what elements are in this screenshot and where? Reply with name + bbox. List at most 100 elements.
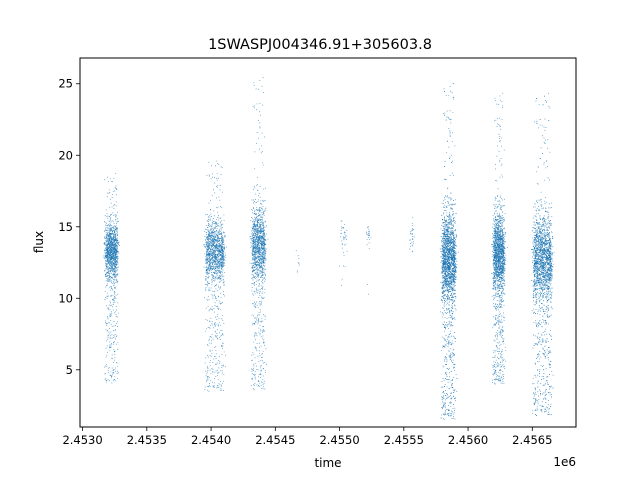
data-point bbox=[107, 280, 109, 282]
data-point bbox=[207, 239, 209, 241]
data-point bbox=[108, 242, 110, 244]
data-point bbox=[265, 251, 267, 253]
data-point bbox=[216, 236, 218, 238]
data-point bbox=[206, 256, 208, 258]
data-point bbox=[255, 264, 257, 266]
data-point bbox=[257, 250, 259, 252]
data-point bbox=[264, 261, 266, 263]
data-point bbox=[208, 270, 210, 272]
data-point bbox=[114, 259, 116, 261]
data-point bbox=[410, 233, 412, 235]
data-point bbox=[254, 242, 256, 243]
data-point bbox=[255, 322, 257, 323]
data-point bbox=[208, 390, 210, 392]
data-point bbox=[255, 238, 257, 240]
data-point bbox=[252, 254, 254, 256]
data-point bbox=[210, 242, 212, 244]
data-point bbox=[259, 215, 261, 217]
data-point bbox=[113, 335, 115, 337]
data-point bbox=[259, 263, 261, 265]
data-point bbox=[114, 350, 116, 352]
data-point bbox=[257, 270, 258, 271]
data-point bbox=[261, 229, 263, 231]
data-point bbox=[209, 225, 210, 227]
data-point bbox=[219, 251, 221, 253]
data-point bbox=[214, 296, 216, 298]
data-point bbox=[107, 192, 109, 194]
data-point bbox=[221, 265, 223, 267]
data-point bbox=[211, 290, 213, 292]
data-point bbox=[208, 245, 210, 247]
data-point bbox=[104, 378, 106, 380]
data-point bbox=[206, 237, 207, 239]
data-point bbox=[218, 318, 220, 320]
data-point bbox=[212, 236, 214, 237]
data-point bbox=[211, 322, 213, 324]
data-point bbox=[255, 224, 256, 226]
data-point bbox=[215, 259, 217, 261]
data-point bbox=[263, 266, 265, 268]
data-point bbox=[218, 281, 220, 283]
data-point bbox=[254, 213, 256, 215]
data-point bbox=[262, 362, 264, 364]
data-point bbox=[105, 239, 107, 241]
data-point bbox=[207, 378, 209, 380]
data-point bbox=[265, 258, 267, 260]
data-point bbox=[210, 238, 212, 240]
data-point bbox=[111, 304, 113, 306]
data-point bbox=[256, 316, 258, 318]
data-point bbox=[112, 282, 114, 284]
data-point bbox=[255, 283, 257, 285]
data-point bbox=[114, 274, 116, 276]
data-point bbox=[104, 258, 106, 260]
data-point bbox=[259, 185, 261, 187]
data-point bbox=[258, 247, 260, 249]
data-point bbox=[260, 145, 262, 147]
data-point bbox=[205, 258, 207, 260]
data-point bbox=[251, 212, 253, 214]
data-point bbox=[105, 224, 107, 226]
data-point bbox=[252, 247, 254, 249]
data-point bbox=[104, 250, 106, 252]
data-point bbox=[110, 225, 111, 227]
data-point bbox=[213, 235, 215, 237]
data-point bbox=[208, 240, 210, 242]
data-point bbox=[218, 286, 220, 288]
data-point bbox=[108, 280, 110, 282]
data-point bbox=[412, 250, 414, 252]
data-point bbox=[222, 254, 224, 256]
data-point bbox=[341, 284, 343, 286]
data-point bbox=[211, 336, 212, 338]
data-point bbox=[117, 241, 119, 243]
data-point bbox=[205, 244, 207, 246]
data-point bbox=[109, 259, 111, 261]
data-point bbox=[342, 251, 344, 253]
data-point bbox=[260, 329, 262, 331]
data-point bbox=[108, 276, 110, 277]
data-point bbox=[112, 258, 114, 260]
data-point bbox=[258, 228, 260, 230]
data-point bbox=[218, 262, 220, 264]
data-point bbox=[115, 255, 117, 257]
data-point bbox=[213, 215, 215, 217]
data-point bbox=[219, 300, 221, 302]
data-point bbox=[115, 201, 117, 203]
data-point bbox=[214, 245, 216, 247]
data-point bbox=[217, 385, 219, 387]
data-point bbox=[221, 241, 223, 242]
data-point bbox=[112, 372, 114, 373]
data-point bbox=[261, 356, 263, 358]
data-point bbox=[213, 247, 215, 248]
data-point bbox=[258, 261, 260, 263]
data-point bbox=[345, 243, 347, 245]
data-point bbox=[213, 239, 215, 241]
data-point bbox=[263, 380, 265, 382]
data-point bbox=[108, 189, 110, 191]
data-point bbox=[106, 236, 108, 238]
data-point bbox=[115, 362, 117, 363]
data-point bbox=[258, 212, 259, 214]
data-point bbox=[259, 211, 261, 213]
data-point bbox=[115, 215, 117, 217]
data-point bbox=[205, 267, 207, 268]
data-point bbox=[256, 207, 258, 209]
